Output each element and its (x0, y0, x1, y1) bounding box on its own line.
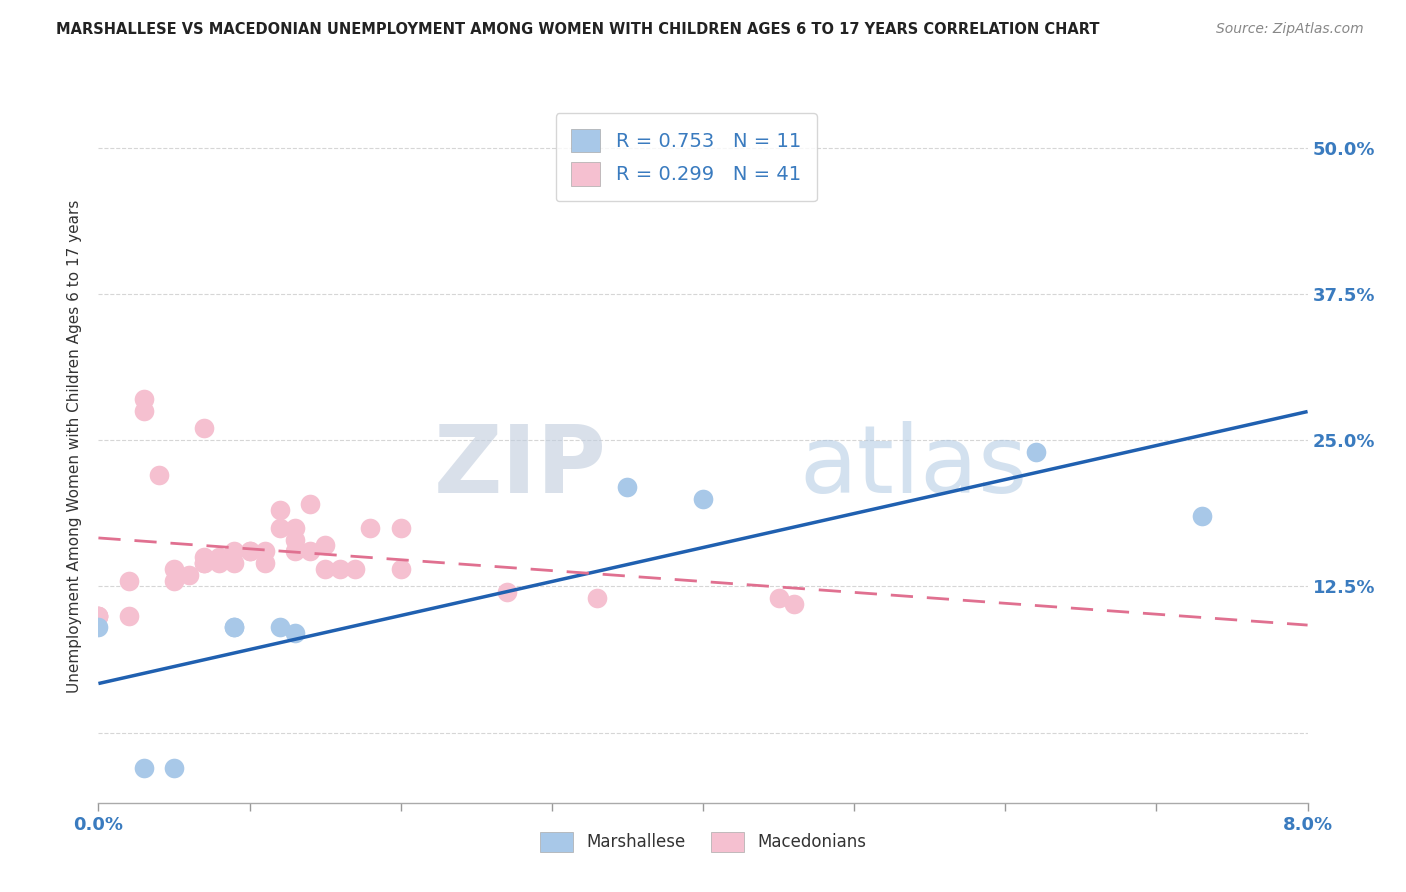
Text: MARSHALLESE VS MACEDONIAN UNEMPLOYMENT AMONG WOMEN WITH CHILDREN AGES 6 TO 17 YE: MARSHALLESE VS MACEDONIAN UNEMPLOYMENT A… (56, 22, 1099, 37)
Point (87, 608, 110, 623)
Point (179, 567, 201, 582)
Point (495, 585, 517, 599)
Point (224, 620, 246, 634)
Point (783, 597, 806, 611)
Legend: Marshallese, Macedonians: Marshallese, Macedonians (533, 825, 873, 859)
Point (163, 761, 186, 775)
Point (224, 556, 246, 570)
Text: ZIP: ZIP (433, 421, 606, 514)
Point (163, 574, 186, 588)
Y-axis label: Unemployment Among Women with Children Ages 6 to 17 years: Unemployment Among Women with Children A… (67, 199, 83, 693)
Point (329, 562, 352, 576)
Point (253, 556, 276, 570)
Point (224, 544, 246, 558)
Point (208, 556, 231, 570)
Point (132, 761, 155, 775)
Point (299, 544, 322, 558)
Point (239, 544, 262, 558)
Point (224, 620, 246, 634)
Point (163, 562, 186, 576)
Point (118, 574, 141, 588)
Point (284, 544, 307, 558)
Point (118, 608, 141, 623)
Text: Source: ZipAtlas.com: Source: ZipAtlas.com (1216, 22, 1364, 37)
Point (586, 591, 609, 605)
Point (284, 626, 307, 640)
Point (299, 498, 322, 512)
Point (132, 404, 155, 418)
Point (87, 608, 110, 623)
Text: atlas: atlas (800, 421, 1028, 514)
Point (193, 421, 215, 435)
Point (148, 468, 170, 483)
Point (616, 480, 638, 494)
Point (314, 538, 336, 552)
Point (132, 392, 155, 407)
Point (269, 521, 291, 535)
Point (344, 562, 367, 576)
Point (284, 521, 307, 535)
Point (208, 550, 231, 565)
Point (692, 491, 714, 506)
Point (87, 620, 110, 634)
Point (389, 562, 412, 576)
Point (314, 562, 336, 576)
Point (360, 521, 382, 535)
Point (1191, 509, 1213, 524)
Point (269, 620, 291, 634)
Point (768, 591, 790, 605)
Point (269, 503, 291, 517)
Point (193, 550, 215, 565)
Point (239, 544, 262, 558)
Point (253, 544, 276, 558)
Point (87, 608, 110, 623)
Point (193, 556, 215, 570)
Point (193, 556, 215, 570)
Point (1025, 445, 1047, 459)
Point (389, 521, 412, 535)
Point (284, 533, 307, 547)
